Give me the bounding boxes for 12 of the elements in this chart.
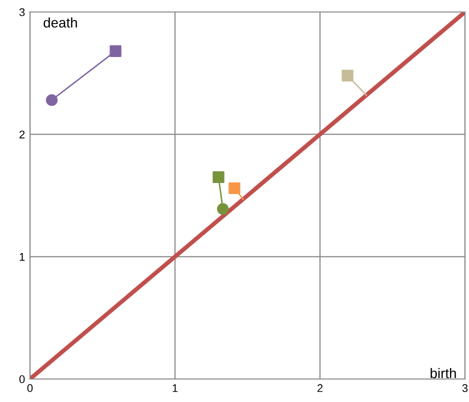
y-tick-label: 0 [19, 375, 25, 384]
point [342, 70, 354, 82]
x-axis-title: birth [430, 368, 456, 378]
x-tick-label: 1 [172, 384, 178, 392]
y-tick-label: 2 [20, 130, 25, 138]
x-tick-label: 3 [462, 384, 468, 392]
y-tick-label: 1 [20, 253, 25, 261]
y-axis-title: death [44, 17, 77, 28]
x-tick-label: 0 [27, 384, 33, 392]
point [228, 182, 240, 194]
y-tick-label: 3 [19, 8, 25, 16]
x-tick-label: 2 [317, 384, 323, 392]
